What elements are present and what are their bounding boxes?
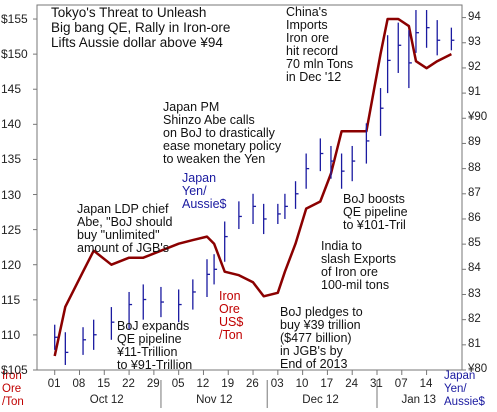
x-axis-tick-label: 14 <box>419 378 433 390</box>
x-axis-tick-label: 05 <box>171 378 185 390</box>
x-axis-tick-label: 08 <box>72 378 86 390</box>
right-axis-tick-label: 83 <box>468 287 481 300</box>
iron-ore-line <box>53 17 452 357</box>
annotation-china-imports: China's Imports Iron ore hit record 70 m… <box>286 5 354 84</box>
right-axis-label: Japan Yen/ Aussie$ <box>444 370 485 408</box>
plot-frame <box>36 4 463 371</box>
right-axis-tick-label: 91 <box>468 86 481 99</box>
right-axis-tick-label: 81 <box>468 337 481 350</box>
x-axis-tick-label: 15 <box>97 378 111 390</box>
right-axis-tick-label: 92 <box>468 60 481 73</box>
x-axis-tick-label: 24 <box>345 378 358 390</box>
left-axis-tick-label: 110 <box>1 327 21 342</box>
x-axis-tick-label: 01 <box>47 378 61 390</box>
plot-border <box>36 4 463 371</box>
axis-ticks <box>33 17 466 408</box>
left-axis-label: Iron Ore /Ton <box>2 370 24 408</box>
x-axis-tick-label: 03 <box>270 378 284 390</box>
x-axis-tick-label: 26 <box>246 378 259 390</box>
chart-title: Tokyo's Threat to Unleash Big bang QE, R… <box>51 5 231 50</box>
annotation-ldp-chief: Japan LDP chief Abe, "BoJ should buy "un… <box>77 202 173 255</box>
left-axis-tick-label: 130 <box>1 187 22 202</box>
x-axis-tick-label: 17 <box>320 378 334 390</box>
left-axis-tick-label: 145 <box>1 82 22 97</box>
annotation-boj-boosts-qe: BoJ boosts QE pipeline to ¥101-Tril <box>343 192 408 232</box>
left-axis-tick-label: 140 <box>1 117 22 132</box>
x-axis-tick-label: 10 <box>295 378 309 390</box>
right-axis-tick-label: 84 <box>468 262 481 275</box>
left-axis-tick-label: $105 <box>1 363 28 377</box>
left-axis-tick-label: 115 <box>1 292 21 307</box>
left-axis-tick-label: 135 <box>1 152 22 167</box>
right-axis-tick-label: 82 <box>468 312 481 325</box>
month-label: Dec 12 <box>302 394 339 406</box>
x-axis-tick-label: 22 <box>122 378 135 390</box>
yen-aussie-series <box>54 10 455 365</box>
right-axis-tick-label: ¥80 <box>468 363 488 375</box>
x-axis-tick-label: 07 <box>394 378 408 390</box>
annotation-abe-calls-boj: Japan PM Shinzo Abe calls on BoJ to dras… <box>163 100 282 166</box>
annotation-boj-pledges: BoJ pledges to buy ¥39 trillion ($477 bi… <box>280 305 363 371</box>
x-axis-tick-label: 31 <box>370 378 383 390</box>
left-axis-tick-label: 125 <box>1 222 22 237</box>
x-axis-tick-label: 12 <box>196 378 210 390</box>
right-axis-tick-label: 94 <box>468 10 481 23</box>
left-axis-tick-label: 120 <box>1 257 22 272</box>
x-axis-tick-label: 29 <box>146 378 160 390</box>
month-label: Nov 12 <box>196 394 233 406</box>
annotation-boj-expands-qe: BoJ expands QE pipeline ¥11-Trillion to … <box>117 319 193 372</box>
right-axis-tick-label: 93 <box>468 35 481 48</box>
month-label: Oct 12 <box>89 394 124 406</box>
right-axis-tick-label: 89 <box>468 136 481 149</box>
right-axis-tick-label: 87 <box>468 186 481 199</box>
annotation-india-exports: India to slash Exports of Iron ore 100-m… <box>321 239 397 292</box>
right-axis-tick-label: ¥90 <box>468 111 488 124</box>
x-axis-tick-label: 19 <box>221 378 235 390</box>
annotation-iron-ore-label: Iron Ore US$ /Ton <box>219 289 244 342</box>
left-axis-tick-label: $155 <box>1 12 28 26</box>
left-axis-tick-label: $150 <box>1 47 28 62</box>
annotation-yen-aussie-label: Japan Yen/ Aussie$ <box>182 171 227 211</box>
iron-ore-series <box>53 17 452 357</box>
month-label: Jan 13 <box>401 394 437 406</box>
right-axis-tick-label: 86 <box>468 212 481 224</box>
right-axis-tick-label: 85 <box>468 237 481 250</box>
right-axis-tick-label: 88 <box>468 161 481 174</box>
